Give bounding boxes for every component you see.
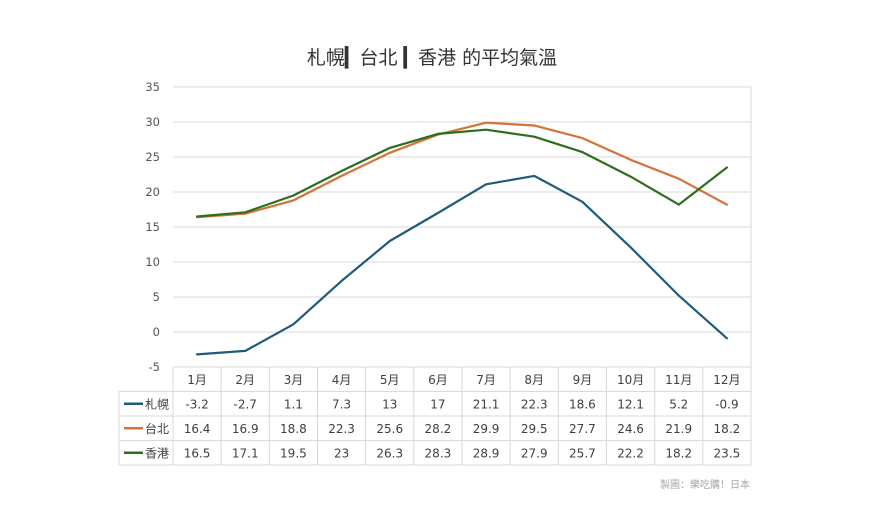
data-label: 22.3 (328, 422, 355, 436)
data-label: 18.6 (569, 397, 596, 411)
y-tick-label: 10 (145, 255, 160, 269)
chart-credit: 製圖：樂吃購！日本 (660, 478, 750, 491)
data-label: 16.9 (232, 422, 259, 436)
data-label: 29.5 (521, 422, 548, 436)
data-label: 17 (430, 397, 445, 411)
chart-title: 札幌▎台北 ▎香港 的平均氣溫 (307, 46, 557, 69)
x-tick-label: 6月 (428, 373, 448, 387)
x-tick-label: 7月 (476, 373, 496, 387)
data-label: -3.2 (185, 397, 208, 411)
data-label: 1.1 (284, 397, 303, 411)
data-label: 16.4 (184, 422, 211, 436)
series-line-台北 (196, 121, 729, 219)
y-tick-label: 0 (153, 325, 160, 339)
y-axis-ticks: -5 0 5 10 15 20 25 30 35 (145, 80, 160, 374)
data-label: 19.5 (280, 446, 307, 460)
x-tick-label: 4月 (332, 373, 352, 387)
y-tick-label: 35 (145, 80, 160, 94)
data-label: 25.6 (376, 422, 403, 436)
data-label: 21.9 (665, 422, 692, 436)
x-tick-label: 8月 (524, 373, 544, 387)
data-label: 18.2 (714, 422, 741, 436)
x-tick-label: 10月 (617, 373, 644, 387)
legend-label: 台北 (145, 421, 169, 436)
y-tick-label: -5 (149, 360, 160, 374)
y-tick-label: 15 (145, 220, 160, 234)
series-lines (196, 121, 729, 356)
data-label: 28.3 (425, 446, 452, 460)
data-label: 5.2 (669, 397, 688, 411)
x-tick-label: 12月 (713, 373, 740, 387)
gridlines (173, 86, 751, 368)
data-label: 23.5 (714, 446, 741, 460)
data-label: 24.6 (617, 422, 644, 436)
data-label: 17.1 (232, 446, 259, 460)
data-label: 18.2 (665, 446, 692, 460)
data-label: 7.3 (332, 397, 351, 411)
data-label: 22.2 (617, 446, 644, 460)
data-label: -0.9 (715, 397, 738, 411)
data-label: 28.2 (425, 422, 452, 436)
data-label: 22.3 (521, 397, 548, 411)
data-label: 28.9 (473, 446, 500, 460)
data-label: 27.9 (521, 446, 548, 460)
data-label: 23 (334, 446, 349, 460)
data-label: 25.7 (569, 446, 596, 460)
y-tick-label: 25 (145, 150, 160, 164)
x-tick-label: 11月 (665, 373, 692, 387)
series-line-香港 (196, 128, 729, 218)
x-tick-label: 9月 (573, 373, 593, 387)
x-tick-label: 2月 (235, 373, 255, 387)
data-label: 18.8 (280, 422, 307, 436)
y-tick-label: 30 (145, 115, 160, 129)
x-tick-label: 1月 (187, 373, 207, 387)
data-label: 13 (382, 397, 397, 411)
data-label: 26.3 (376, 446, 403, 460)
data-label: 29.9 (473, 422, 500, 436)
legend-label: 札幌 (145, 396, 169, 411)
data-label: -2.7 (234, 397, 257, 411)
x-tick-label: 5月 (380, 373, 400, 387)
series-line-札幌 (196, 174, 729, 356)
data-label: 21.1 (473, 397, 500, 411)
y-tick-label: 5 (153, 290, 160, 304)
x-tick-label: 3月 (284, 373, 304, 387)
legend-label: 香港 (145, 446, 169, 460)
y-tick-label: 20 (145, 185, 160, 199)
data-label: 12.1 (617, 397, 644, 411)
data-label: 16.5 (184, 446, 211, 460)
data-label: 27.7 (569, 422, 596, 436)
